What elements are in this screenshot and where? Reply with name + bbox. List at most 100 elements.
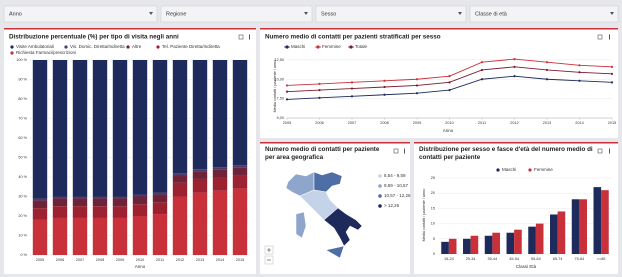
caret bbox=[149, 12, 153, 15]
y-axis-label: Media contatti / paziente / anno bbox=[273, 60, 277, 113]
expand-icon[interactable] bbox=[393, 148, 399, 154]
bar-segment bbox=[92, 196, 108, 199]
y-tick-label: 30 % bbox=[18, 195, 27, 199]
point bbox=[448, 75, 451, 78]
y-tick-label: 20 bbox=[431, 191, 435, 195]
x-axis-label: Anno bbox=[443, 128, 454, 133]
point bbox=[513, 58, 516, 61]
bar bbox=[470, 235, 479, 254]
x-tick-label: 55-64 bbox=[531, 257, 541, 261]
legend-label: Visite Ambulatoriali bbox=[16, 44, 54, 49]
x-axis-label: Classi Età bbox=[516, 264, 537, 269]
panel-border bbox=[260, 142, 410, 144]
map-region[interactable] bbox=[295, 211, 307, 239]
filter-dropdown[interactable] bbox=[469, 5, 619, 23]
expand-icon[interactable] bbox=[597, 148, 603, 154]
filter-dropdown[interactable] bbox=[160, 5, 313, 23]
x-tick-label: 25-34 bbox=[466, 257, 476, 261]
y-tick-label: 80 % bbox=[18, 97, 27, 101]
bar-segment bbox=[232, 188, 248, 255]
y-tick-label: 25 bbox=[431, 176, 435, 180]
menu-icon[interactable] bbox=[609, 148, 610, 154]
x-tick-label: 75-84 bbox=[575, 257, 585, 261]
legend-label: 10,57 - 12,26 bbox=[384, 193, 411, 198]
chart-title: Distribuzione per sesso e fasce d'età de… bbox=[419, 146, 593, 161]
bar bbox=[550, 214, 558, 254]
legend-swatch bbox=[316, 45, 320, 49]
legend-label: Altre bbox=[132, 44, 142, 49]
bar-segment bbox=[112, 217, 128, 255]
bar-segment bbox=[232, 165, 248, 168]
bar bbox=[506, 232, 515, 254]
x-tick-label: 2015 bbox=[236, 258, 244, 262]
legend-label: Femmine bbox=[534, 167, 553, 172]
x-tick-label: 15-24 bbox=[444, 257, 454, 261]
bar bbox=[579, 199, 587, 254]
legend-label: Tel. Paziente Diretta/Indiretta bbox=[162, 44, 220, 49]
legend-swatch bbox=[285, 45, 289, 49]
bar-segment bbox=[92, 60, 108, 197]
bar-segment bbox=[32, 198, 48, 201]
bar-segment bbox=[92, 217, 108, 255]
map-region[interactable] bbox=[323, 207, 363, 247]
bar-segment bbox=[212, 167, 228, 170]
map-region[interactable] bbox=[325, 245, 345, 259]
point bbox=[578, 71, 581, 74]
y-tick-label: 0 % bbox=[20, 253, 27, 257]
legend-swatch bbox=[156, 45, 160, 49]
x-tick-label: 2006 bbox=[56, 258, 64, 262]
y-tick-label: 5 bbox=[433, 237, 435, 241]
bar-segment bbox=[112, 60, 128, 197]
bar-segment bbox=[152, 192, 168, 195]
point bbox=[513, 75, 516, 78]
x-tick-label: 65-74 bbox=[553, 257, 563, 261]
y-tick-label: 10 % bbox=[18, 234, 27, 238]
bar-segment bbox=[192, 192, 208, 255]
zoom-in-icon bbox=[267, 248, 271, 252]
caret bbox=[458, 12, 462, 15]
bar-segment bbox=[92, 198, 108, 207]
bar bbox=[463, 238, 471, 254]
filter-label: Classe di età bbox=[475, 11, 508, 17]
point bbox=[415, 78, 419, 81]
filter-dropdown[interactable] bbox=[315, 5, 467, 23]
y-tick-label: 90 % bbox=[18, 78, 27, 82]
bar-segment bbox=[112, 196, 128, 199]
panel-border bbox=[260, 28, 618, 30]
x-tick-label: 2007 bbox=[348, 121, 356, 125]
point bbox=[350, 87, 354, 90]
point bbox=[610, 72, 614, 75]
point bbox=[610, 65, 614, 68]
point bbox=[318, 82, 321, 85]
point bbox=[545, 68, 549, 72]
point bbox=[480, 61, 484, 64]
filter-label: Regione bbox=[166, 11, 187, 17]
x-tick-label: 2009 bbox=[116, 258, 124, 262]
bar-segment bbox=[192, 178, 208, 193]
bar-segment bbox=[212, 60, 228, 168]
x-tick-label: 2015 bbox=[608, 121, 616, 125]
point bbox=[415, 84, 419, 87]
expand-icon[interactable] bbox=[238, 34, 244, 40]
x-tick-label: 2013 bbox=[543, 121, 551, 125]
bar-segment bbox=[232, 60, 248, 166]
legend-swatch bbox=[349, 45, 353, 49]
menu-icon[interactable] bbox=[249, 34, 250, 40]
point bbox=[383, 85, 386, 89]
bar-segment bbox=[52, 60, 68, 197]
menu-icon[interactable] bbox=[404, 148, 405, 154]
y-tick-label: 15 bbox=[431, 206, 435, 210]
filter-label: Sesso bbox=[321, 11, 336, 17]
legend-swatch bbox=[64, 45, 68, 49]
bar bbox=[571, 199, 580, 254]
bar-segment bbox=[72, 60, 88, 197]
point bbox=[383, 79, 386, 82]
y-tick-label: 40 % bbox=[18, 175, 27, 179]
menu-icon[interactable] bbox=[609, 34, 610, 40]
legend-swatch bbox=[378, 184, 382, 188]
point bbox=[285, 98, 289, 101]
x-tick-label: 2010 bbox=[445, 121, 453, 125]
point bbox=[318, 96, 321, 99]
filter-dropdown[interactable] bbox=[3, 5, 158, 23]
expand-icon[interactable] bbox=[597, 34, 603, 40]
